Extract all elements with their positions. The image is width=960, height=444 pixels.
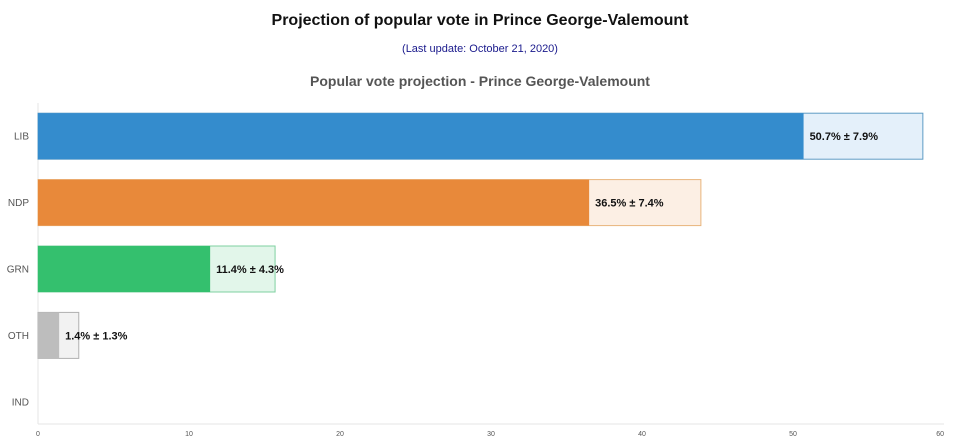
x-tick-label: 0 [36,431,40,438]
data-label: 36.5% ± 7.4% [595,198,664,210]
value-bar [38,312,60,359]
x-tick-label: 20 [336,431,344,438]
value-bar [38,179,590,226]
x-tick-label: 60 [936,431,944,438]
category-label: GRN [7,265,29,276]
category-label: LIB [14,132,29,143]
x-tick-label: 10 [185,431,193,438]
category-label: NDP [8,198,29,209]
chart-title: Popular vote projection - Prince George-… [310,73,650,89]
value-bar [38,113,804,160]
x-tick-label: 30 [487,431,495,438]
data-label: 11.4% ± 4.3% [216,264,284,276]
category-label: OTH [8,331,29,342]
category-label: IND [12,397,29,408]
x-tick-label: 50 [789,431,797,438]
last-update-note: (Last update: October 21, 2020) [402,43,558,55]
value-bar [38,246,211,292]
data-label: 50.7% ± 7.9% [810,131,879,143]
page-title: Projection of popular vote in Prince Geo… [271,12,689,29]
data-label: 1.4% ± 1.3% [65,330,128,342]
x-tick-label: 40 [638,431,646,438]
